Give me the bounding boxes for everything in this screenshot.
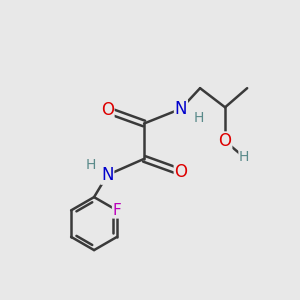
Text: F: F <box>112 203 122 218</box>
Text: N: N <box>101 166 114 184</box>
Text: H: H <box>86 158 96 172</box>
Text: H: H <box>194 111 204 124</box>
Text: O: O <box>101 101 114 119</box>
Text: O: O <box>219 132 232 150</box>
Text: O: O <box>174 163 188 181</box>
Text: N: N <box>175 100 187 118</box>
Text: H: H <box>239 150 249 164</box>
